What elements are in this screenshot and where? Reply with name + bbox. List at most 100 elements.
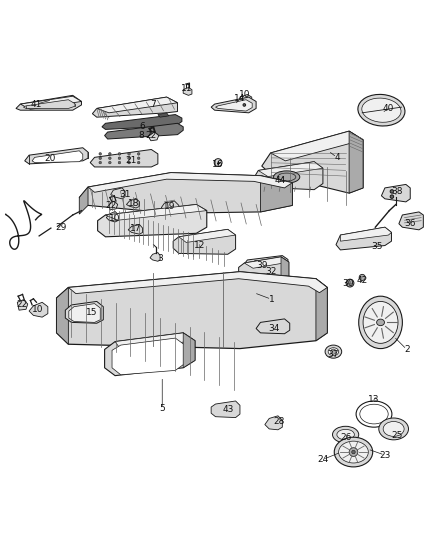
Polygon shape [128, 224, 143, 234]
Text: 28: 28 [274, 417, 285, 426]
Circle shape [352, 450, 355, 454]
Polygon shape [239, 257, 289, 288]
Text: 32: 32 [265, 267, 276, 276]
Polygon shape [32, 151, 83, 163]
Ellipse shape [379, 418, 409, 440]
Circle shape [254, 261, 259, 265]
Text: 16: 16 [212, 160, 224, 169]
Polygon shape [57, 272, 327, 349]
Polygon shape [92, 97, 177, 117]
Polygon shape [281, 257, 289, 288]
Circle shape [128, 157, 131, 159]
Text: 7: 7 [151, 100, 156, 109]
Polygon shape [102, 115, 182, 130]
Text: 39: 39 [256, 261, 268, 270]
Polygon shape [29, 302, 48, 317]
Polygon shape [68, 272, 327, 294]
Polygon shape [148, 132, 159, 141]
Polygon shape [106, 205, 207, 220]
Circle shape [109, 161, 111, 164]
Polygon shape [88, 173, 292, 192]
Text: 41: 41 [31, 100, 42, 109]
Text: 5: 5 [159, 404, 165, 413]
Text: 23: 23 [379, 450, 391, 459]
Circle shape [109, 157, 111, 159]
Text: 22: 22 [16, 301, 27, 310]
Text: 43: 43 [223, 405, 234, 414]
Polygon shape [149, 132, 158, 139]
Polygon shape [65, 302, 103, 323]
Polygon shape [16, 95, 81, 110]
Polygon shape [17, 300, 28, 310]
Text: 44: 44 [275, 175, 286, 184]
Text: 21: 21 [125, 156, 137, 165]
Polygon shape [215, 100, 252, 111]
Polygon shape [183, 333, 195, 368]
Polygon shape [23, 100, 75, 108]
Ellipse shape [278, 173, 296, 181]
Circle shape [99, 161, 102, 164]
Ellipse shape [358, 94, 405, 126]
Polygon shape [243, 256, 288, 271]
Polygon shape [111, 188, 125, 199]
Text: 1: 1 [268, 295, 274, 304]
Polygon shape [158, 113, 169, 117]
Text: 42: 42 [357, 276, 368, 285]
Text: 36: 36 [404, 219, 416, 228]
Polygon shape [183, 87, 192, 95]
Ellipse shape [339, 441, 368, 463]
Text: 12: 12 [194, 241, 205, 250]
Text: 37: 37 [328, 350, 339, 359]
Polygon shape [161, 201, 179, 213]
Ellipse shape [334, 437, 373, 467]
Ellipse shape [377, 319, 385, 326]
Ellipse shape [359, 296, 403, 349]
Circle shape [118, 161, 121, 164]
Polygon shape [271, 131, 363, 161]
Circle shape [128, 161, 131, 164]
Circle shape [390, 195, 394, 198]
Polygon shape [57, 287, 68, 344]
Text: 19: 19 [164, 202, 176, 211]
Circle shape [118, 157, 121, 159]
Polygon shape [258, 161, 323, 176]
Circle shape [214, 159, 222, 166]
Text: 15: 15 [86, 308, 97, 317]
Polygon shape [173, 229, 236, 254]
Polygon shape [261, 176, 292, 212]
Text: 17: 17 [130, 223, 142, 232]
Ellipse shape [383, 422, 404, 437]
Text: 4: 4 [334, 153, 340, 162]
Text: 11: 11 [180, 84, 192, 93]
Circle shape [138, 157, 140, 159]
Polygon shape [179, 229, 236, 243]
Text: 8: 8 [138, 131, 144, 140]
Polygon shape [97, 97, 177, 113]
Polygon shape [336, 227, 392, 250]
Ellipse shape [328, 348, 339, 356]
Polygon shape [150, 253, 160, 261]
Text: 25: 25 [392, 431, 403, 440]
Polygon shape [127, 198, 140, 208]
Polygon shape [244, 257, 289, 268]
Ellipse shape [362, 98, 401, 122]
Polygon shape [252, 161, 323, 190]
Polygon shape [109, 201, 118, 210]
Ellipse shape [363, 302, 398, 343]
Polygon shape [69, 304, 100, 322]
Circle shape [359, 274, 365, 280]
Circle shape [260, 261, 265, 265]
Polygon shape [211, 97, 256, 113]
Text: 22: 22 [146, 131, 157, 140]
Polygon shape [79, 187, 88, 214]
Circle shape [118, 152, 121, 155]
Text: 13: 13 [368, 395, 380, 404]
Ellipse shape [332, 426, 359, 443]
Ellipse shape [274, 171, 300, 183]
Polygon shape [381, 184, 410, 202]
Text: 10: 10 [239, 91, 250, 100]
Text: 29: 29 [55, 223, 67, 232]
Circle shape [99, 152, 102, 155]
Text: 31: 31 [120, 190, 131, 199]
Text: 10: 10 [32, 305, 43, 314]
